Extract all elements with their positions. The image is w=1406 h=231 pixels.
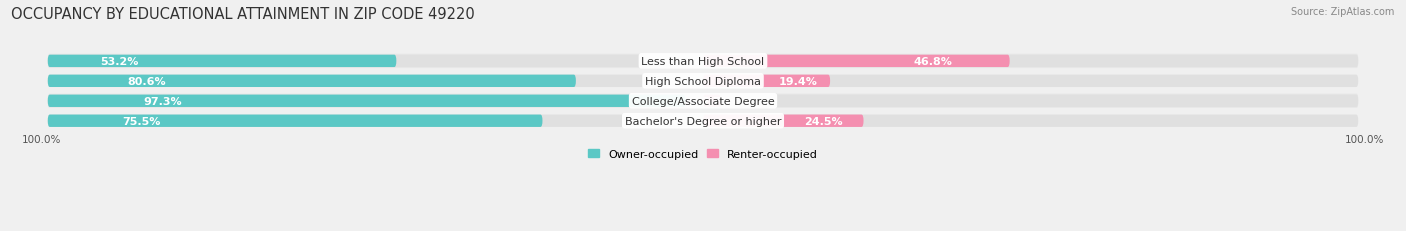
- FancyBboxPatch shape: [48, 115, 543, 127]
- Text: High School Diploma: High School Diploma: [645, 76, 761, 86]
- Text: Bachelor's Degree or higher: Bachelor's Degree or higher: [624, 116, 782, 126]
- Text: 100.0%: 100.0%: [21, 135, 60, 145]
- FancyBboxPatch shape: [703, 115, 863, 127]
- FancyBboxPatch shape: [48, 55, 1358, 69]
- Text: College/Associate Degree: College/Associate Degree: [631, 96, 775, 106]
- FancyBboxPatch shape: [48, 55, 396, 68]
- FancyBboxPatch shape: [48, 74, 1358, 89]
- Text: OCCUPANCY BY EDUCATIONAL ATTAINMENT IN ZIP CODE 49220: OCCUPANCY BY EDUCATIONAL ATTAINMENT IN Z…: [11, 7, 475, 22]
- FancyBboxPatch shape: [703, 55, 1010, 68]
- Text: 19.4%: 19.4%: [779, 76, 818, 86]
- FancyBboxPatch shape: [48, 95, 1358, 107]
- Text: 75.5%: 75.5%: [122, 116, 160, 126]
- Text: Source: ZipAtlas.com: Source: ZipAtlas.com: [1291, 7, 1395, 17]
- Text: 2.7%: 2.7%: [700, 96, 731, 106]
- Legend: Owner-occupied, Renter-occupied: Owner-occupied, Renter-occupied: [583, 144, 823, 164]
- Text: 97.3%: 97.3%: [143, 96, 181, 106]
- FancyBboxPatch shape: [703, 75, 830, 88]
- FancyBboxPatch shape: [48, 75, 576, 88]
- FancyBboxPatch shape: [48, 95, 685, 107]
- Text: Less than High School: Less than High School: [641, 57, 765, 67]
- Text: 80.6%: 80.6%: [127, 76, 166, 86]
- Text: 46.8%: 46.8%: [914, 57, 952, 67]
- FancyBboxPatch shape: [703, 95, 721, 107]
- Text: 53.2%: 53.2%: [100, 57, 138, 67]
- FancyBboxPatch shape: [48, 75, 1358, 88]
- Text: 100.0%: 100.0%: [1346, 135, 1385, 145]
- FancyBboxPatch shape: [48, 55, 1358, 68]
- Text: 24.5%: 24.5%: [804, 116, 842, 126]
- FancyBboxPatch shape: [48, 114, 1358, 128]
- FancyBboxPatch shape: [48, 115, 1358, 127]
- FancyBboxPatch shape: [48, 94, 1358, 109]
